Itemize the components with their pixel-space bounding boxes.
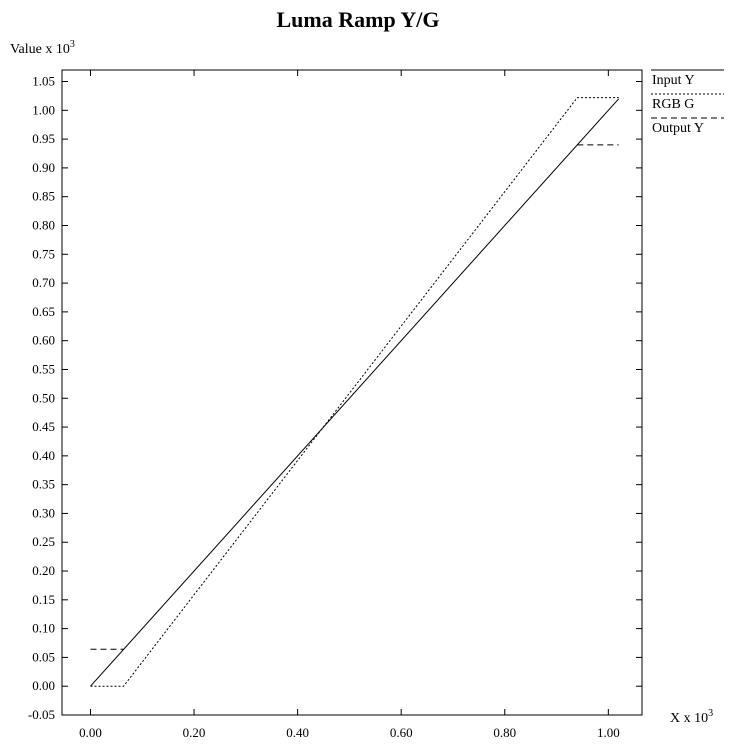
y-axis: -0.05 0.00 0.05 0.10 0.15 0.20 0.25 0.30 0.35 0.4… — [28, 74, 642, 722]
x-axis-label: X x 103 — [670, 708, 713, 726]
y-tick-label: 0.65 — [32, 304, 55, 319]
y-tick-label: 1.00 — [32, 102, 55, 117]
y-tick-label: -0.05 — [28, 707, 55, 722]
y-tick-label: 0.50 — [32, 390, 55, 405]
series-line-input-y — [90, 98, 620, 687]
x-axis: 0.00 0.20 0.40 0.60 0.80 1.00 — [79, 70, 620, 740]
y-tick-label: 0.15 — [32, 592, 55, 607]
y-tick-label: 1.05 — [32, 74, 55, 89]
y-tick-label: 0.90 — [32, 160, 55, 175]
chart-title: Luma Ramp Y/G — [277, 7, 440, 32]
x-tick-label: 0.60 — [390, 725, 413, 740]
series-line-rgb-g — [90, 97, 619, 687]
x-axis-label-text: X x 10 — [670, 711, 708, 726]
y-tick-label: 0.25 — [32, 534, 55, 549]
y-tick-label: 0.45 — [32, 419, 55, 434]
legend-label: Output Y — [652, 121, 704, 136]
y-tick-label: 0.35 — [32, 477, 55, 492]
y-tick-label: 0.75 — [32, 246, 55, 261]
y-tick-label: 0.55 — [32, 361, 55, 376]
y-tick-label: 0.80 — [32, 217, 55, 232]
x-tick-label: 0.40 — [286, 725, 309, 740]
legend-label: RGB G — [652, 97, 694, 112]
legend: Input Y RGB G Output Y — [651, 69, 724, 136]
x-tick-label: 0.00 — [79, 725, 102, 740]
y-tick-label: 0.70 — [32, 275, 55, 290]
y-axis-label-exponent: 3 — [70, 39, 75, 50]
series-line-output-y — [90, 144, 619, 650]
y-tick-label: 0.20 — [32, 563, 55, 578]
x-tick-label: 1.00 — [597, 725, 620, 740]
series-lines — [90, 97, 620, 687]
y-tick-label: 0.85 — [32, 189, 55, 204]
y-axis-label: Value x 103 — [10, 39, 75, 57]
y-tick-label: 0.40 — [32, 448, 55, 463]
y-tick-label: 0.10 — [32, 621, 55, 636]
y-tick-label: 0.05 — [32, 649, 55, 664]
legend-label: Input Y — [652, 73, 695, 88]
y-tick-label: 0.60 — [32, 333, 55, 348]
plot-frame — [61, 69, 643, 716]
y-tick-label: 0.00 — [32, 678, 55, 693]
y-tick-label: 0.95 — [32, 131, 55, 146]
y-axis-label-text: Value x 10 — [10, 42, 70, 57]
x-axis-label-exponent: 3 — [708, 708, 713, 719]
x-tick-label: 0.20 — [183, 725, 206, 740]
x-tick-label: 0.80 — [493, 725, 516, 740]
y-tick-label: 0.30 — [32, 505, 55, 520]
